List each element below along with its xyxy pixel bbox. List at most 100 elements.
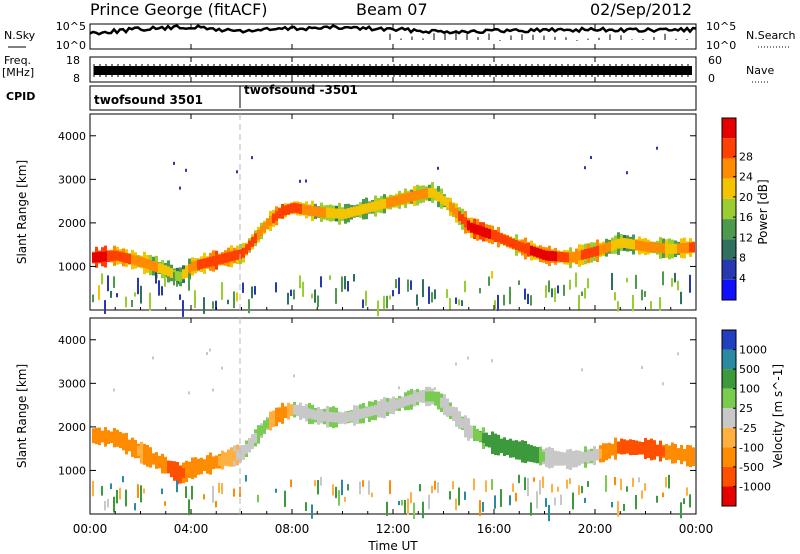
scatter-cell — [464, 491, 466, 500]
scatter-cell — [302, 281, 304, 297]
band-core — [677, 243, 680, 254]
band-core — [545, 250, 548, 261]
noise-panel: N.Sky 10^5 10^0 10^5 10^0 N.Search — [4, 20, 796, 52]
band-core — [599, 244, 602, 255]
scatter-cell — [422, 501, 424, 519]
band-core — [416, 190, 419, 201]
scatter-cell — [155, 272, 157, 284]
band-core — [224, 454, 227, 465]
xtick-label: 04:00 — [174, 522, 209, 536]
band-core — [323, 411, 326, 422]
band-core — [671, 448, 674, 459]
scatter-cell — [389, 295, 391, 300]
band-core — [323, 207, 326, 218]
scatter-cell — [338, 490, 340, 506]
band-core — [533, 449, 536, 460]
band-core — [194, 260, 197, 271]
band-core — [659, 446, 662, 456]
band-core — [164, 460, 167, 471]
band-core — [581, 452, 584, 463]
scatter-cell — [623, 504, 625, 511]
scatter-cell — [674, 272, 676, 283]
band-core — [209, 256, 212, 267]
scatter-cell — [209, 348, 211, 352]
band-core — [200, 460, 203, 471]
band-core — [317, 410, 320, 421]
band-core — [557, 251, 560, 262]
band-core — [509, 237, 512, 248]
freq-panel: Freq. [MHz] 18 8 60 0 Nave — [2, 54, 774, 85]
band-core — [506, 442, 509, 453]
band-core — [395, 195, 398, 206]
scatter-cell — [152, 356, 154, 360]
scatter-cell — [125, 489, 127, 507]
scatter-cell — [446, 289, 448, 298]
scatter-cell — [686, 487, 688, 496]
colorbar-tick-label: -500 — [739, 461, 764, 474]
xtick-label: 00:00 — [679, 522, 714, 536]
scatter-cell — [113, 496, 115, 513]
band-core — [668, 243, 671, 254]
band-core — [116, 433, 119, 444]
band-core — [134, 444, 137, 455]
noise-ytick-top-right: 10^5 — [706, 20, 736, 33]
band-core — [260, 226, 263, 236]
band-core — [158, 263, 161, 274]
band-core — [557, 453, 560, 464]
colorbar-cell — [722, 118, 736, 139]
band-core — [500, 440, 503, 451]
scatter-cell — [491, 271, 493, 279]
colorbar-tick-label: 8 — [739, 252, 746, 265]
band-core — [548, 250, 551, 261]
band-core — [119, 435, 122, 445]
band-core — [197, 259, 200, 270]
colorbar-tick-label: 16 — [739, 211, 753, 224]
band-core — [350, 411, 353, 422]
band-core — [563, 454, 566, 464]
band-core — [437, 395, 440, 406]
scatter-cell — [584, 498, 586, 503]
band-core — [395, 399, 398, 410]
band-core — [110, 251, 113, 261]
band-core — [437, 191, 440, 202]
band-core — [464, 421, 467, 432]
band-core — [215, 457, 218, 468]
scatter-cell — [347, 281, 349, 292]
band-core — [317, 207, 320, 217]
velocity-heatmap — [92, 348, 695, 522]
scatter-cell — [164, 501, 166, 506]
scatter-cell — [410, 492, 412, 504]
band-core — [425, 391, 428, 402]
scatter-cell — [404, 500, 406, 514]
scatter-cell — [398, 501, 400, 506]
colorbar-tick-label: 1000 — [739, 344, 767, 357]
band-core — [131, 442, 134, 453]
scatter-cell — [419, 484, 421, 492]
scatter-cell — [353, 274, 355, 282]
band-core — [617, 238, 620, 249]
band-core — [626, 442, 629, 452]
xtick-label: 08:00 — [275, 522, 310, 536]
scatter-cell — [221, 282, 223, 300]
band-core — [626, 238, 629, 249]
band-core — [419, 391, 422, 402]
scatter-cell — [431, 485, 433, 494]
band-core — [320, 411, 323, 422]
band-core — [506, 236, 509, 247]
scatter-cell — [110, 483, 112, 490]
scatter-cell — [422, 279, 424, 298]
band-core — [341, 209, 344, 219]
band-core — [494, 231, 497, 241]
colorbar-cell — [722, 447, 736, 467]
band-core — [482, 433, 485, 444]
band-core — [443, 195, 446, 206]
band-core — [380, 199, 383, 210]
band-core — [299, 406, 302, 417]
band-core — [539, 451, 542, 461]
band-core — [422, 188, 425, 199]
band-core — [200, 259, 203, 270]
band-core — [512, 238, 515, 249]
band-core — [686, 242, 689, 253]
cpid-block-2: twofsound -3501 — [244, 83, 358, 97]
band-core — [326, 207, 329, 218]
